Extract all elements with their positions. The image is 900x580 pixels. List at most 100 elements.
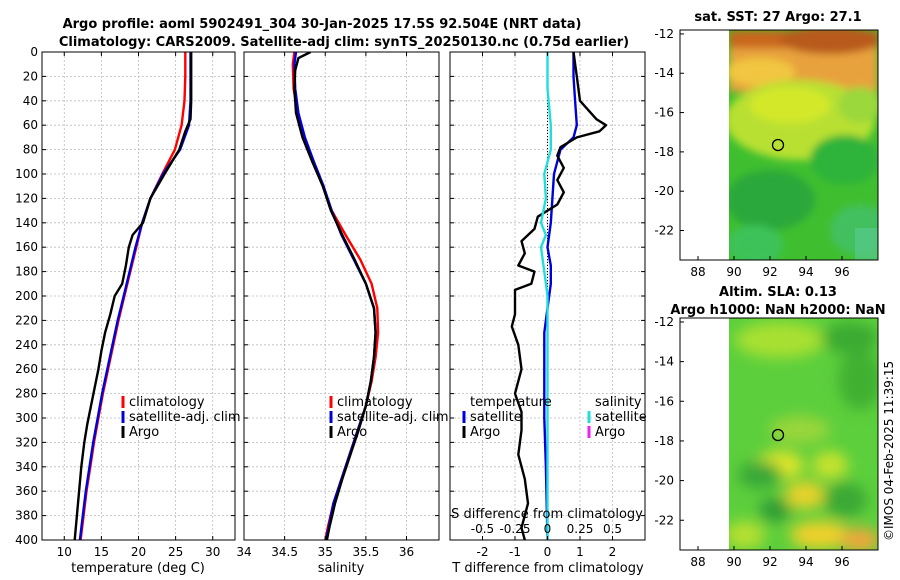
depth-tick-label: 280 (15, 387, 38, 401)
temperature-panel: 0 20 40 60 80 100 120 140 160 180 200 220 240 260 280 3… (15, 45, 236, 576)
lon-tick-label: 92 (762, 265, 777, 279)
legend-temperature-heading: temperature (470, 395, 552, 410)
x-tick-label: 10 (57, 545, 72, 559)
x-tick-label: 15 (94, 545, 109, 559)
series-group (73, 52, 193, 540)
salinity-difference-axis-label: S difference from climatology (451, 507, 643, 522)
salinity-panel: 34 34.5 35 35.5 36 salinity (236, 51, 440, 576)
lat-tick-label: -12 (654, 315, 674, 329)
lon-tick-label: 96 (834, 555, 849, 569)
series-satellite-adj-clim (78, 52, 192, 540)
x-tick-label: 35.5 (353, 545, 380, 559)
series-argo (73, 52, 193, 540)
lon-tick-label: 90 (726, 555, 741, 569)
lat-tick-label: -20 (654, 184, 674, 198)
legend-salinity-heading: salinity (595, 395, 642, 410)
series-argo (293, 52, 377, 540)
salinity-legend: climatology satellite-adj. clim Argo (329, 395, 449, 440)
series-temperature-satellite (543, 52, 578, 540)
legend-temp-argo-label: Argo (470, 425, 500, 440)
legend-argo-label: Argo (129, 425, 159, 440)
depth-tick-label: 80 (23, 143, 38, 157)
depth-tick-label: 140 (15, 216, 38, 230)
depth-tick-label: 100 (15, 167, 38, 181)
s-tick-label: 0.5 (603, 522, 622, 536)
series-temperature-argo (510, 52, 608, 540)
x-tick-label: -2 (477, 545, 489, 559)
x-tick-label: 25 (168, 545, 183, 559)
lat-tick-label: -14 (654, 355, 674, 369)
legend-satellite-label: satellite-adj. clim (337, 410, 449, 425)
lat-tick-label: -22 (654, 513, 674, 527)
lat-tick-label: -18 (654, 145, 674, 159)
x-tick-label: 30 (205, 545, 220, 559)
series-group (510, 52, 608, 540)
lon-tick-label: 90 (726, 265, 741, 279)
s-tick-label: -0.5 (471, 522, 494, 536)
x-tick-label: 0 (544, 545, 552, 559)
x-axis-label: T difference from climatology (451, 561, 644, 576)
figure-title-line1: Argo profile: aoml 5902491_304 30-Jan-20… (63, 17, 582, 32)
difference-panel: -2 -1 0 1 2 -0.5 -0.25 0 0.25 0.5 T difference fro… (449, 51, 646, 576)
temperature-legend: climatology satellite-adj. clim Argo (121, 395, 241, 440)
s-tick-label: 0 (544, 522, 552, 536)
s-tick-label: 0.25 (567, 522, 594, 536)
depth-tick-label: 200 (15, 289, 38, 303)
depth-tick-label: 380 (15, 509, 38, 523)
sst-map-axes: -12 -14 -16 -18 -20 -22 88 90 92 94 96 (654, 27, 849, 279)
depth-tick-label: 180 (15, 265, 38, 279)
x-tick-label: 34.5 (271, 545, 298, 559)
sst-map-field (729, 30, 878, 260)
legend-temp-satellite-label: satellite (470, 410, 522, 425)
depth-tick-label: 320 (15, 435, 38, 449)
credit-text: ©IMOS 04-Feb-2025 11:39:15 (882, 361, 896, 541)
sst-map-frame (679, 29, 879, 261)
s-tick-label: -0.25 (499, 522, 530, 536)
depth-tick-label: 120 (15, 191, 38, 205)
lat-tick-label: -14 (654, 66, 674, 80)
sst-map: -12 -14 -16 -18 -20 -22 88 90 92 94 96 (654, 27, 879, 279)
x-axis-label: salinity (318, 561, 365, 576)
depth-tick-label: 260 (15, 362, 38, 376)
x-axis-label: temperature (deg C) (71, 561, 205, 576)
lon-tick-label: 92 (762, 555, 777, 569)
lat-tick-label: -22 (654, 224, 674, 238)
x-tick-label: 34 (236, 545, 251, 559)
depth-tick-label: 160 (15, 240, 38, 254)
sst-argo-marker (771, 138, 785, 152)
sla-map-axes: -12 -14 -16 -18 -20 -22 88 90 92 94 96 (654, 315, 849, 569)
depth-tick-label: 300 (15, 411, 38, 425)
depth-tick-label: 220 (15, 313, 38, 327)
lat-tick-label: -16 (654, 106, 674, 120)
series-group (291, 52, 380, 540)
depth-tick-label: 0 (30, 45, 38, 59)
legend-climatology-label: climatology (129, 395, 205, 410)
depth-tick-label: 240 (15, 338, 38, 352)
x-tick-label: 2 (609, 545, 617, 559)
series-salinity-satellite (539, 52, 552, 540)
lat-tick-label: -20 (654, 474, 674, 488)
depth-tick-label: 20 (23, 69, 38, 83)
lat-tick-label: -18 (654, 434, 674, 448)
x-tick-label: 35 (318, 545, 333, 559)
lat-tick-label: -16 (654, 394, 674, 408)
lon-tick-label: 96 (834, 265, 849, 279)
legend-argo-label: Argo (337, 425, 367, 440)
sst-map-title: sat. SST: 27 Argo: 27.1 (694, 10, 861, 25)
difference-legend: temperature satellite Argo salinity sate… (462, 395, 647, 440)
depth-tick-label: 400 (15, 533, 38, 547)
legend-climatology-label: climatology (337, 395, 413, 410)
legend-sal-argo-label: Argo (595, 425, 625, 440)
depth-tick-label: 40 (23, 94, 38, 108)
depth-tick-label: 60 (23, 118, 38, 132)
lon-tick-label: 94 (798, 265, 813, 279)
x-tick-label: -1 (509, 545, 521, 559)
lat-tick-label: -12 (654, 27, 674, 41)
legend-satellite-label: satellite-adj. clim (129, 410, 241, 425)
x-tick-label: 1 (576, 545, 584, 559)
figure-title-line2: Climatology: CARS2009. Satellite-adj cli… (59, 35, 629, 50)
sla-map-title-line2: Argo h1000: NaN h2000: NaN (670, 303, 885, 318)
sla-map-field (729, 318, 878, 550)
sla-argo-marker (771, 428, 785, 442)
